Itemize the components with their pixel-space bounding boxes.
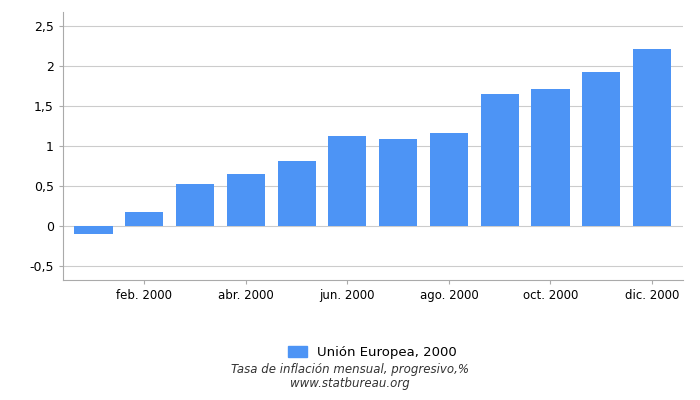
Bar <box>125 212 163 226</box>
Bar <box>582 72 620 226</box>
Bar <box>531 89 570 226</box>
Bar <box>277 161 316 226</box>
Bar <box>481 94 519 226</box>
Legend: Unión Europea, 2000: Unión Europea, 2000 <box>288 346 457 358</box>
Bar <box>176 184 214 226</box>
Bar <box>633 49 671 226</box>
Bar <box>227 174 265 226</box>
Bar <box>430 133 468 226</box>
Bar <box>379 139 417 226</box>
Text: Tasa de inflación mensual, progresivo,%: Tasa de inflación mensual, progresivo,% <box>231 364 469 376</box>
Text: www.statbureau.org: www.statbureau.org <box>290 377 410 390</box>
Bar <box>328 136 366 226</box>
Bar <box>74 226 113 234</box>
